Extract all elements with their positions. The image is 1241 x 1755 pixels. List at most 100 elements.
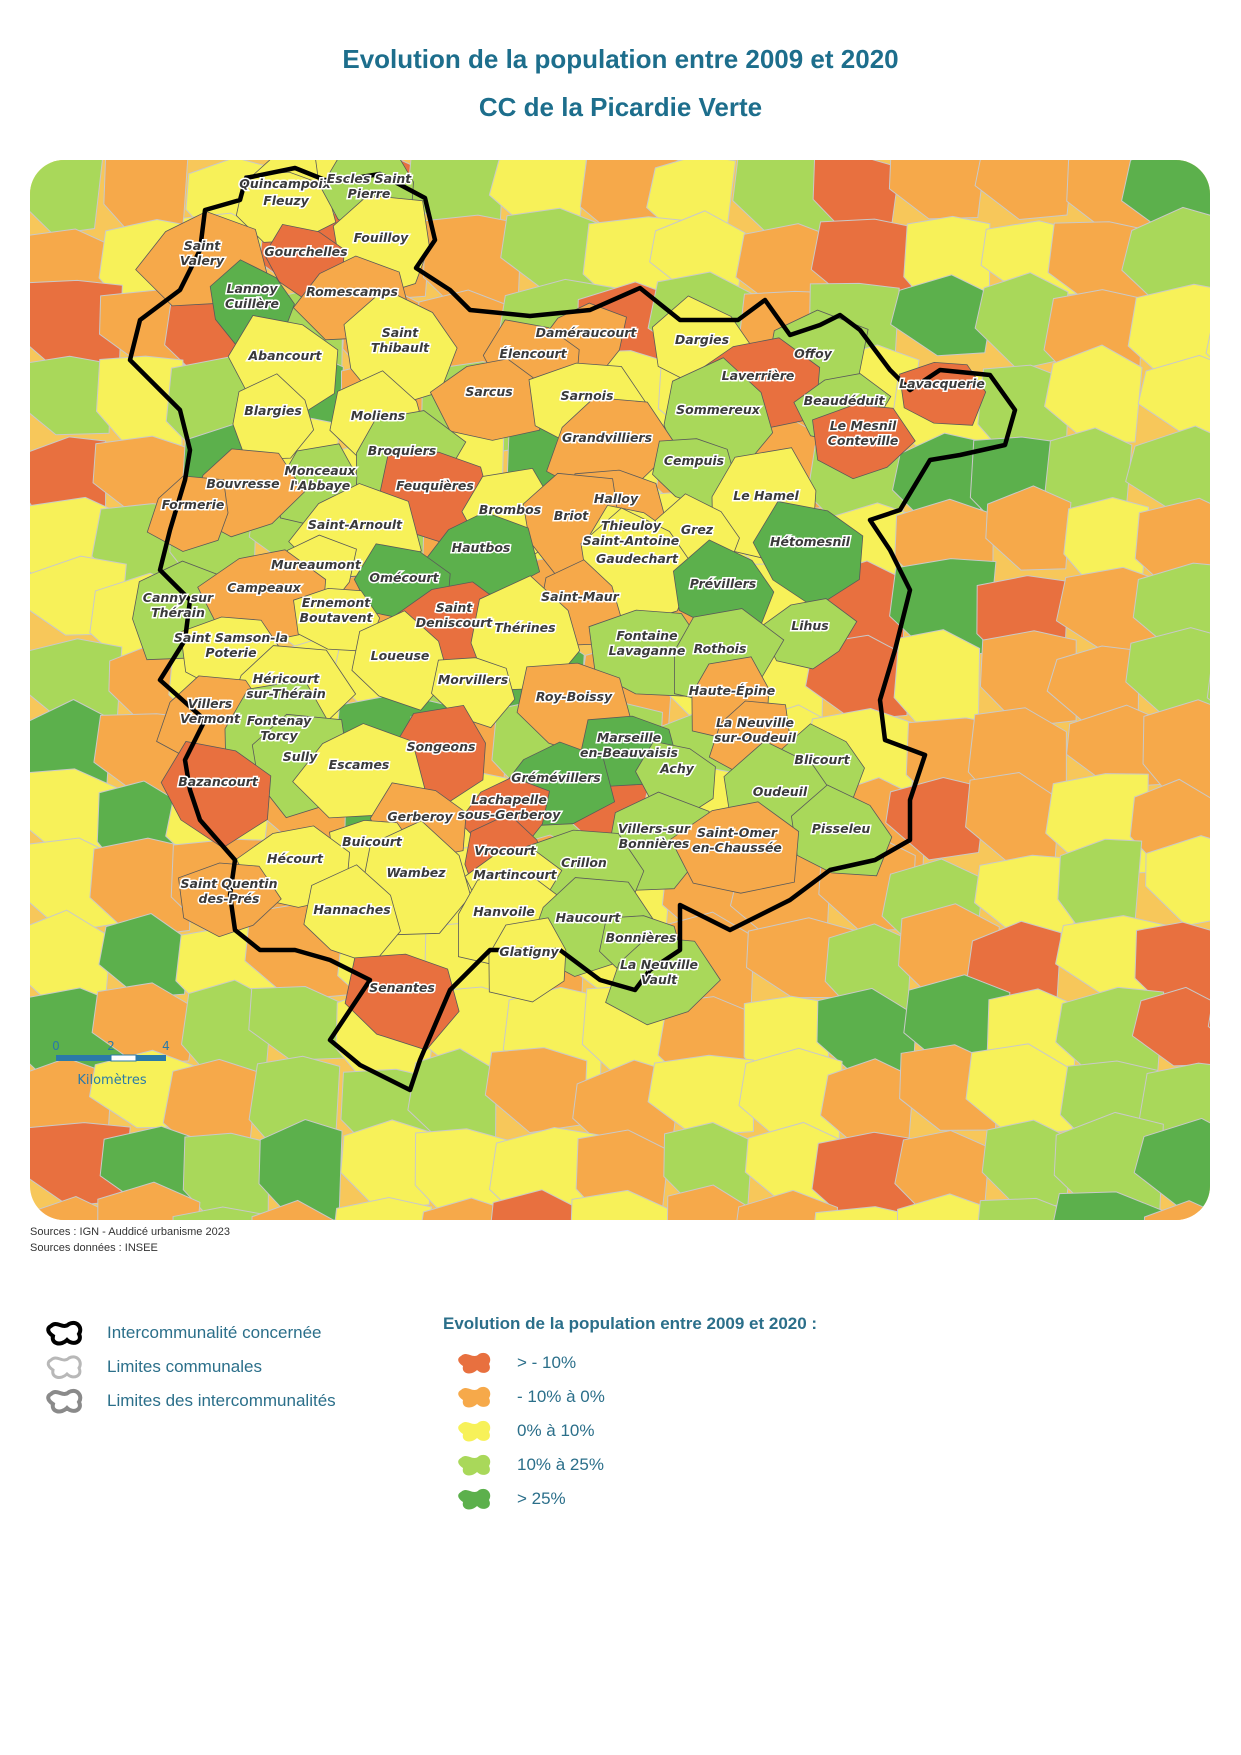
commune-label: Laverrière <box>722 368 795 383</box>
commune-label: Thieuloy Saint-Antoine <box>583 518 680 548</box>
commune-label: Offoy <box>794 346 833 361</box>
commune-label: Glatigny <box>499 944 559 959</box>
scale-unit: Kilomètres <box>77 1073 147 1088</box>
commune-label: Loueuse <box>371 648 430 663</box>
legend-class-row: 10% à 25% <box>455 1450 604 1480</box>
commune-label: Hécourt <box>267 851 324 866</box>
surrounding-commune <box>30 160 103 235</box>
commune-label: Saint Quentin des-Prés <box>180 876 277 906</box>
legend-class-label: > 25% <box>517 1489 566 1508</box>
commune-label: Bouvresse <box>206 476 279 491</box>
commune-label: Moliens <box>351 408 405 423</box>
commune-label: Saint Thibault <box>371 325 430 355</box>
legend-class-row: - 10% à 0% <box>455 1382 605 1412</box>
class-swatch-icon <box>458 1454 491 1476</box>
commune-label: Lihus <box>791 618 829 633</box>
surrounding-commune <box>666 1184 751 1220</box>
surrounding-commune <box>1125 425 1210 516</box>
commune-label: Fleuzy <box>263 193 309 208</box>
commune-label: Halloy <box>594 491 639 506</box>
commune-label: La Neuville sur-Oudeuil <box>714 715 797 745</box>
commune-label: Morvillers <box>438 672 508 687</box>
surrounding-commune <box>1137 354 1210 436</box>
outline-shape-icon <box>46 1389 83 1414</box>
commune-label: Lavacquerie <box>899 376 985 391</box>
surrounding-commune <box>340 1119 432 1212</box>
legend-boundary-label: Limites communales <box>107 1357 262 1376</box>
map-title: Evolution de la population entre 2009 et… <box>342 44 899 74</box>
commune-label: Dargies <box>675 332 729 347</box>
commune-area <box>351 610 449 711</box>
commune-label: Escames <box>329 757 390 772</box>
commune-label: Haute-Épine <box>689 683 776 698</box>
commune-labels: Quincampoix Fleuzy Escles Saint Pierre Fouil… <box>141 170 986 997</box>
commune-label: Formerie <box>162 497 225 512</box>
legend-class-label: - 10% à 0% <box>517 1387 605 1406</box>
commune-label: Buicourt <box>342 834 403 849</box>
commune-label: Lachapelle sous-Gerberoy <box>458 792 562 822</box>
commune-area <box>232 373 315 461</box>
surrounding-commune <box>896 1193 993 1220</box>
legend-class-row: 0% à 10% <box>455 1416 595 1446</box>
surrounding-commune <box>251 1199 335 1220</box>
surrounding-commune <box>647 1054 755 1137</box>
surrounding-commune <box>89 837 193 938</box>
commune-label: Bonnières <box>606 930 677 945</box>
surrounding-commune <box>172 1206 265 1220</box>
surrounding-commune <box>30 1196 120 1220</box>
surrounding-commune <box>91 982 198 1065</box>
surrounding-commune <box>1133 1117 1210 1214</box>
commune-area <box>670 801 800 894</box>
legend-class-row: > 25% <box>455 1484 566 1514</box>
commune-label: Senantes <box>369 980 435 995</box>
surrounding-commune <box>97 1181 201 1220</box>
commune-label: Canny sur Thérain <box>143 590 214 620</box>
commune-area <box>899 361 987 426</box>
commune-label: Gaudechart <box>596 551 679 566</box>
legend-boundary-intercommunality: Intercommunalité concernée <box>45 1318 322 1348</box>
commune-label: Gourchelles <box>264 244 347 259</box>
surrounding-commune <box>484 1047 588 1134</box>
surrounding-commune <box>414 1128 510 1220</box>
commune-area <box>812 404 916 480</box>
commune-label: Saint-Arnoult <box>308 517 403 532</box>
commune-label: Sarcus <box>465 384 512 399</box>
surrounding-commune <box>1131 986 1210 1067</box>
commune-label: Blargies <box>244 403 302 418</box>
surrounding-commune <box>1207 1013 1210 1029</box>
commune-label: Villers-sur Bonnières <box>618 821 691 851</box>
legend-class-label: 10% à 25% <box>517 1455 604 1474</box>
commune-label: Sarnois <box>561 388 614 403</box>
commune-label: Fouilloy <box>354 230 409 245</box>
legend-boundary-label: Limites des intercommunalités <box>107 1391 336 1410</box>
commune-label: Gerberoy <box>387 809 453 824</box>
surrounding-commune <box>814 1206 925 1220</box>
outline-shape-icon <box>46 1321 83 1346</box>
legend-classes-title: Evolution de la population entre 2009 et… <box>443 1314 818 1333</box>
commune-label: Romescamps <box>306 284 398 299</box>
commune-label: Cempuis <box>664 453 724 468</box>
surrounding-commune <box>890 274 995 357</box>
commune-label: Haucourt <box>556 910 622 925</box>
class-swatch-icon <box>458 1420 491 1442</box>
surrounding-commune <box>1142 699 1210 813</box>
commune-label: Campeaux <box>227 580 301 595</box>
commune-label: Rothois <box>694 641 747 656</box>
legend-boundary-communes: Limites communales <box>45 1352 262 1382</box>
commune-label: Lannoy Cuillère <box>225 281 279 311</box>
commune-label: Pisseleu <box>812 821 871 836</box>
surrounding-commune <box>985 485 1072 571</box>
commune-label: Saint-Omer en-Chaussée <box>692 825 782 855</box>
surrounding-commune <box>805 634 914 721</box>
surrounding-commune <box>1145 835 1210 927</box>
commune-label: Briot <box>554 508 590 523</box>
commune-label: Vrocourt <box>474 843 536 858</box>
commune-label: Villers Vermont <box>180 696 241 726</box>
surrounding-commune <box>30 355 112 436</box>
surrounding-commune <box>98 913 189 999</box>
commune-label: Hanvoile <box>473 904 535 919</box>
commune-area <box>759 598 858 670</box>
surrounding-commune <box>421 1197 512 1220</box>
sources-line-1: Sources : IGN - Auddicé urbanisme 2023 <box>30 1226 230 1238</box>
surrounding-commune <box>888 160 986 220</box>
